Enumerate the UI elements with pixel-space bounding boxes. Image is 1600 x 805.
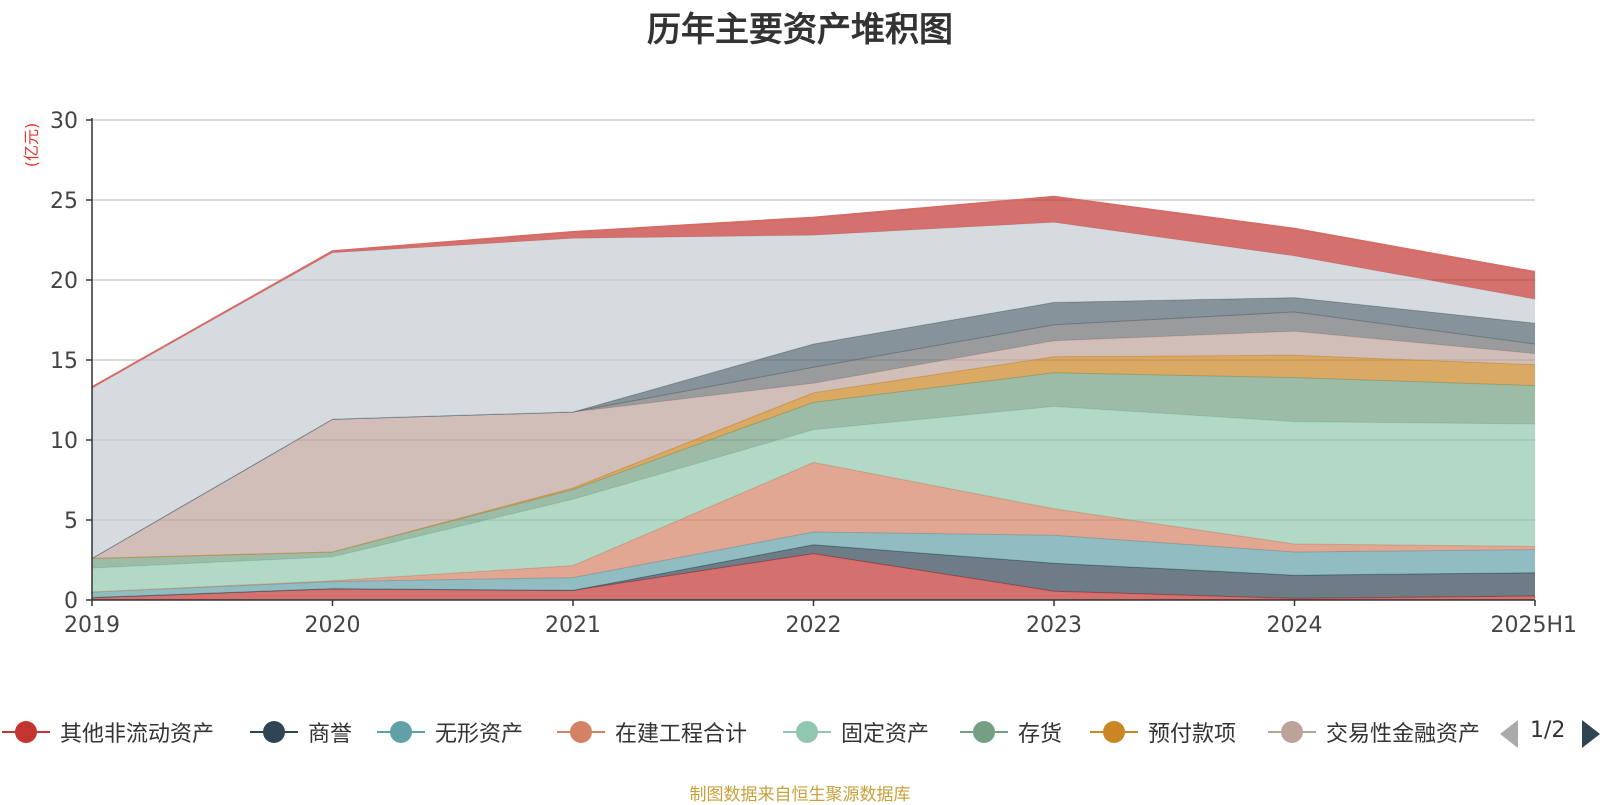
legend-marker-icon	[1090, 720, 1138, 744]
legend-label: 预付款项	[1148, 722, 1237, 747]
legend-item[interactable]: 商誉	[250, 712, 352, 752]
legend-marker-icon	[2, 720, 50, 744]
legend-marker-icon	[960, 720, 1008, 744]
legend-pager: 1/2	[1500, 718, 1600, 752]
y-tick-label: 0	[64, 589, 78, 614]
area-series-10[interactable]	[92, 222, 1535, 559]
area-series-3[interactable]	[92, 462, 1535, 592]
area-series-4[interactable]	[92, 406, 1535, 592]
legend-marker-icon	[783, 720, 831, 744]
legend-item[interactable]: 交易性金融资产	[1268, 712, 1480, 752]
y-axis-unit-label: (亿元)	[22, 123, 41, 168]
legend-prev-arrow-icon[interactable]	[1500, 720, 1518, 748]
legend-item[interactable]: 存货	[960, 712, 1062, 752]
x-tick-label: 2025H1	[1490, 613, 1577, 638]
y-tick-label: 10	[50, 429, 78, 454]
legend-marker-icon	[1268, 720, 1316, 744]
legend-marker-icon	[557, 720, 605, 744]
y-tick-label: 25	[50, 189, 78, 214]
legend-label: 其他非流动资产	[60, 722, 215, 747]
legend-item[interactable]: 无形资产	[377, 712, 523, 752]
legend-label: 存货	[1018, 722, 1063, 747]
area-series-8[interactable]	[92, 312, 1535, 559]
area-series-5[interactable]	[92, 372, 1535, 568]
legend-next-arrow-icon[interactable]	[1582, 720, 1600, 748]
legend-label: 无形资产	[435, 722, 524, 747]
area-series-2[interactable]	[92, 532, 1535, 598]
area-series-9[interactable]	[92, 297, 1535, 559]
legend-label: 商誉	[308, 722, 353, 747]
x-tick-label: 2021	[545, 613, 601, 638]
area-series-7[interactable]	[92, 331, 1535, 559]
y-tick-label: 5	[64, 509, 78, 534]
area-series-1[interactable]	[92, 544, 1535, 599]
legend: 其他非流动资产 商誉 无形资产 在建工程合计 固定资产 存货 预付款项 交易性金融资产	[0, 712, 1600, 752]
legend-item[interactable]: 预付款项	[1090, 712, 1236, 752]
legend-page-indicator: 1/2	[1530, 718, 1566, 743]
chart-title: 历年主要资产堆积图	[647, 10, 953, 50]
legend-marker-icon	[250, 720, 298, 744]
area-layer	[91, 195, 1536, 600]
area-series-6[interactable]	[92, 355, 1535, 559]
y-tick-label: 30	[50, 109, 78, 134]
source-note: 制图数据来自恒生聚源数据库	[689, 785, 911, 805]
legend-item[interactable]: 其他非流动资产	[2, 712, 214, 752]
x-tick-label: 2023	[1026, 613, 1082, 638]
axis-layer: 0 5 10 15 20 25 30 2019 2020 2021 2022 2023 2024 2025…	[50, 109, 1577, 638]
y-tick-label: 15	[50, 349, 78, 374]
x-tick-label: 2024	[1267, 613, 1323, 638]
x-tick-label: 2019	[64, 613, 120, 638]
y-tick-label: 20	[50, 269, 78, 294]
area-series-11[interactable]	[92, 196, 1535, 388]
legend-marker-icon	[377, 720, 425, 744]
total-outline-line	[91, 195, 1536, 389]
legend-label: 在建工程合计	[615, 722, 748, 747]
area-series-0[interactable]	[92, 553, 1535, 600]
legend-label: 固定资产	[841, 722, 930, 747]
legend-item[interactable]: 固定资产	[783, 712, 929, 752]
x-tick-label: 2020	[305, 613, 361, 638]
x-tick-label: 2022	[786, 613, 842, 638]
legend-item[interactable]: 在建工程合计	[557, 712, 747, 752]
legend-label: 交易性金融资产	[1326, 722, 1481, 747]
